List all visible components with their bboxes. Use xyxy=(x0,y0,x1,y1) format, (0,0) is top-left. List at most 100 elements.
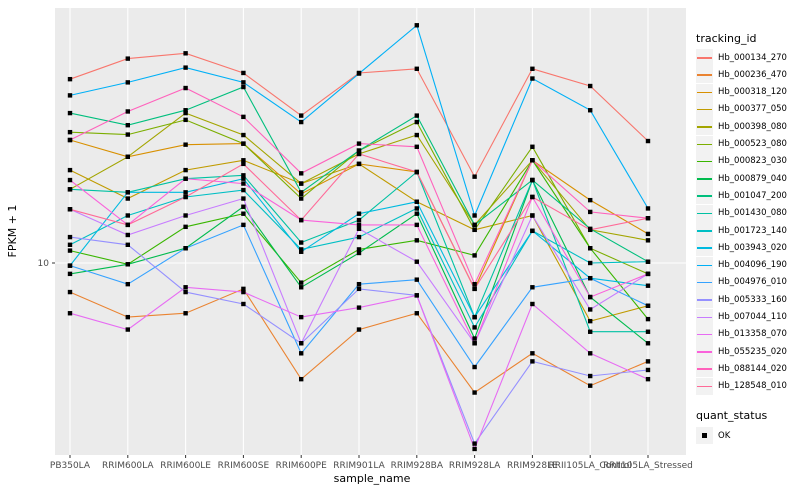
point-Hb_004976_010-RRIM928LA xyxy=(472,364,477,370)
legend-line-icon xyxy=(697,316,712,319)
legend-item-Hb_007044_110: Hb_007044_110 xyxy=(696,308,787,326)
legend-line-icon xyxy=(697,368,712,370)
point-Hb_000398_080-RRIM600LA xyxy=(125,154,130,159)
point-Hb_000398_080-RRIM600LE xyxy=(183,110,188,116)
point-Hb_088144_020-RRIM928LE xyxy=(530,158,535,163)
legend-label: Hb_003943_020 xyxy=(718,242,787,253)
point-Hb_003943_020-RRIM928LE xyxy=(530,228,535,234)
point-Hb_000236_470-RRIM600PE xyxy=(299,376,304,382)
point-Hb_007044_110-RRIM928BA xyxy=(414,259,419,264)
point-Hb_000879_040-RRIM928LA xyxy=(472,336,477,341)
point-Hb_088144_020-RRIM928BA xyxy=(414,144,419,149)
point-Hb_055235_020-RRII105LA_Stressed xyxy=(645,271,651,277)
legend-item-Hb_013358_070: Hb_013358_070 xyxy=(696,325,787,343)
point-Hb_088144_020-RRIM928LA xyxy=(472,281,477,287)
legend-key-swatch xyxy=(696,308,713,326)
point-Hb_000523_080-RRIM928LE xyxy=(530,144,535,149)
point-Hb_000523_080-RRIM928BA xyxy=(414,119,419,125)
legend-label: Hb_000377_050 xyxy=(718,104,787,115)
point-Hb_005333_160-RRIM928LA xyxy=(472,441,477,446)
point-Hb_001047_200-RRIM600LA xyxy=(125,122,130,128)
point-Hb_013358_070-RRII105LA_Stressed xyxy=(645,376,651,382)
point-Hb_007044_110-RRII105LA_Control xyxy=(588,307,593,312)
point-Hb_003943_020-RRIM928BA xyxy=(414,199,419,204)
point-Hb_003943_020-RRIM928LA xyxy=(472,314,477,320)
point-Hb_004096_190-RRIM928LE xyxy=(530,76,535,81)
point-Hb_004976_010-RRIM901LA xyxy=(356,281,362,287)
point-Hb_003943_020-RRIM600PE xyxy=(299,249,304,254)
point-Hb_005333_160-RRIM901LA xyxy=(356,286,362,292)
point-Hb_004096_190-RRII105LA_Control xyxy=(588,108,593,113)
point-Hb_001047_200-RRIM600PE xyxy=(299,190,304,195)
point-Hb_013358_070-RRIM901LA xyxy=(356,305,362,310)
legend-key-swatch xyxy=(696,204,713,222)
point-Hb_004096_190-RRII105LA_Stressed xyxy=(645,206,651,211)
point-Hb_128548_010-PB350LA xyxy=(67,207,73,212)
legend-label: Hb_000134_270 xyxy=(718,52,787,63)
legend-title-quant-status: quant_status xyxy=(696,409,768,422)
point-Hb_005333_160-RRIM928LE xyxy=(530,359,535,364)
point-Hb_007044_110-RRIM928LE xyxy=(530,213,535,218)
legend-item-Hb_000823_030: Hb_000823_030 xyxy=(696,152,787,170)
point-Hb_001723_140-RRIM600PE xyxy=(299,247,304,252)
point-Hb_055235_020-RRIM928BA xyxy=(414,222,419,228)
point-Hb_000134_270-RRIM928BA xyxy=(414,66,419,71)
legend-line-icon xyxy=(697,160,712,163)
point-Hb_013358_070-RRII105LA_Control xyxy=(588,351,593,356)
legend-line-icon xyxy=(697,91,712,94)
legend-item-Hb_128548_010: Hb_128548_010 xyxy=(696,377,787,395)
point-Hb_013358_070-RRIM928BA xyxy=(414,293,419,298)
point-Hb_000879_040-RRIM901LA xyxy=(356,250,362,256)
legend-item-Hb_000377_050: Hb_000377_050 xyxy=(696,100,787,118)
point-Hb_000398_080-RRIM928BA xyxy=(414,132,419,138)
point-Hb_005333_160-RRIM600LE xyxy=(183,289,188,295)
legend-item-Hb_000879_040: Hb_000879_040 xyxy=(696,170,787,188)
legend-label: Hb_007044_110 xyxy=(718,312,787,322)
point-Hb_003943_020-RRII105LA_Stressed xyxy=(645,283,651,288)
point-Hb_088144_020-RRIM600PE xyxy=(299,171,304,176)
point-Hb_000236_470-RRII105LA_Stressed xyxy=(645,359,651,364)
point-Hb_001430_080-RRIM901LA xyxy=(356,217,362,223)
legend-label: Hb_000236_470 xyxy=(718,69,787,80)
legend-label: Hb_000523_080 xyxy=(718,139,787,149)
legend-item-Hb_000523_080: Hb_000523_080 xyxy=(696,135,787,153)
point-Hb_055235_020-RRII105LA_Control xyxy=(588,294,593,300)
point-Hb_001430_080-RRIM928LE xyxy=(530,177,535,183)
x-tick-label-RRIM928LE: RRIM928LE xyxy=(507,461,558,471)
legend-label: Hb_000398_080 xyxy=(718,121,787,132)
x-tick-label-RRIM600LE: RRIM600LE xyxy=(160,461,211,471)
point-Hb_000318_120-RRII105LA_Control xyxy=(588,197,593,203)
legend-title-tracking-id: tracking_id xyxy=(696,32,757,45)
legend-label: Hb_004096_190 xyxy=(718,260,787,271)
point-Hb_055235_020-RRIM600SE xyxy=(241,181,246,186)
legend: tracking_id Hb_000134_270 Hb_000236_470 Hb… xyxy=(694,0,800,500)
point-Hb_001430_080-RRII105LA_Control xyxy=(588,329,593,334)
x-axis-title: sample_name xyxy=(333,472,411,485)
x-tick-label-RRIM901LA: RRIM901LA xyxy=(333,461,385,471)
point-Hb_000236_470-RRII105LA_Control xyxy=(588,383,593,388)
point-Hb_001723_140-RRIM928LA xyxy=(472,325,477,330)
point-Hb_000236_470-RRIM928LA xyxy=(472,390,477,395)
point-Hb_000377_050-PB350LA xyxy=(67,167,73,173)
legend-line-icon xyxy=(697,212,712,215)
legend-item-Hb_004976_010: Hb_004976_010 xyxy=(696,273,787,291)
legend-line-icon xyxy=(697,264,712,267)
point-Hb_000236_470-RRIM600LA xyxy=(125,314,130,320)
point-Hb_000377_050-RRII105LA_Control xyxy=(588,318,593,324)
point-Hb_000134_270-RRIM600SE xyxy=(241,70,246,76)
point-Hb_004096_190-RRIM928BA xyxy=(414,23,419,28)
legend-key-swatch xyxy=(696,83,713,101)
point-Hb_000398_080-RRIM600PE xyxy=(299,181,304,186)
point-Hb_088144_020-RRIM600SE xyxy=(241,114,246,120)
x-tick-label-RRIM600PE: RRIM600PE xyxy=(276,461,328,471)
point-Hb_004976_010-RRII105LA_Control xyxy=(588,275,593,281)
legend-key-swatch xyxy=(696,222,713,239)
legend-item-Hb_000398_080: Hb_000398_080 xyxy=(696,118,787,136)
legend-key-swatch xyxy=(696,170,713,188)
point-Hb_004096_190-RRIM600PE xyxy=(299,119,304,125)
legend-item-Hb_055235_020: Hb_055235_020 xyxy=(696,343,787,361)
x-tick-label-RRIM600SE: RRIM600SE xyxy=(218,461,270,471)
quant-ok-key xyxy=(696,427,713,444)
point-Hb_000823_030-RRIM928BA xyxy=(414,238,419,243)
y-axis-title: FPKM + 1 xyxy=(6,204,19,258)
